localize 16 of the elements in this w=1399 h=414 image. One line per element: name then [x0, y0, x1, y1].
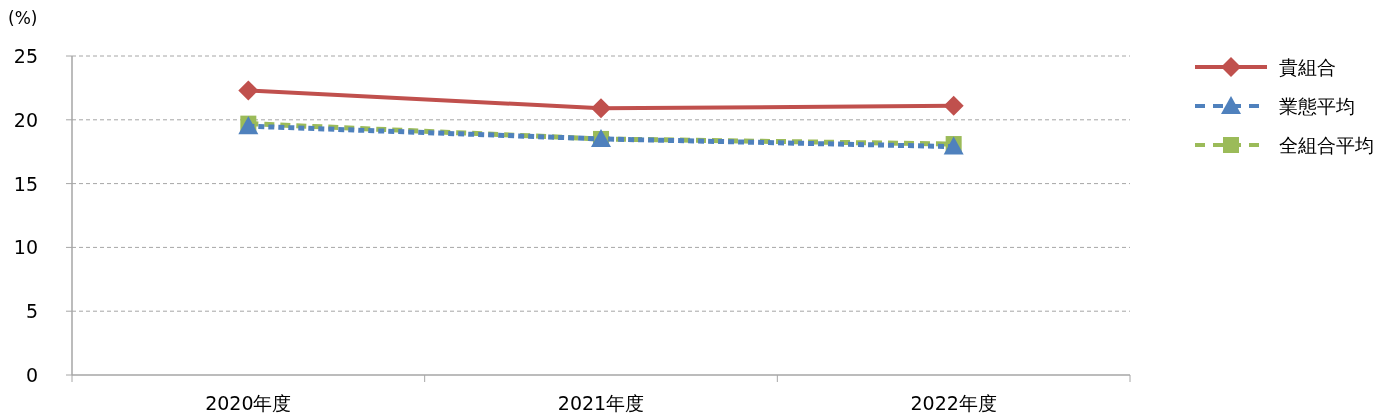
- y-tick-label: 25: [13, 45, 38, 67]
- legend-label: 貴組合: [1279, 56, 1336, 78]
- point: [591, 98, 611, 119]
- legend-label: 全組合平均: [1279, 134, 1374, 156]
- point: [943, 95, 964, 116]
- y-tick-label: 15: [13, 172, 38, 195]
- y-tick-label: 10: [13, 236, 38, 259]
- y-tick-label: 0: [25, 364, 38, 386]
- legend-label: 業態平均: [1279, 95, 1355, 117]
- y-tick-label: 20: [13, 108, 38, 131]
- x-tick-label: 2022年度: [910, 392, 997, 414]
- y-axis-title: (%): [8, 8, 38, 28]
- point: [238, 80, 259, 101]
- x-tick-label: 2021年度: [557, 392, 645, 414]
- x-tick-label: 2020年度: [205, 392, 292, 414]
- y-tick-label: 5: [25, 300, 38, 323]
